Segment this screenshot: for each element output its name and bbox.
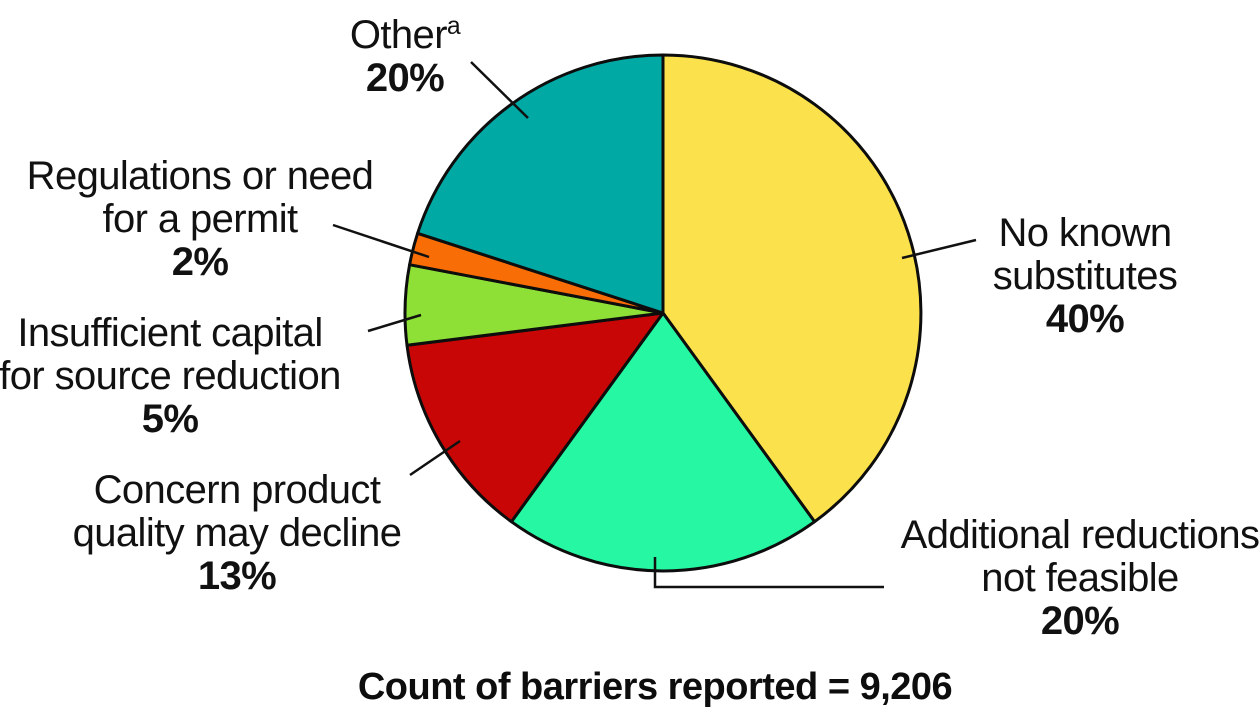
leader-line-insufficient	[367, 313, 422, 333]
slice-label-additional-line2: not feasible	[981, 556, 1179, 600]
slice-label-other-text: Othera	[349, 13, 461, 57]
pie-slice-concern-product-quality-may-decline	[405, 311, 665, 524]
slice-label-no-known-line1: No known	[998, 211, 1172, 255]
slice-label-insufficient-pct: 5%	[141, 397, 199, 441]
slice-label-concern-line2: quality may decline	[72, 511, 402, 555]
slice-label-insufficient-line1: Insufficient capital	[17, 311, 323, 355]
slice-label-additional-line1: Additional reductions	[900, 513, 1260, 557]
slice-label-additional-pct: 20%	[1040, 599, 1120, 643]
slice-label-concern: Concern product quality may decline 13%	[37, 469, 437, 598]
slice-label-insufficient: Insufficient capital for source reductio…	[0, 312, 380, 441]
pie-slice-other	[416, 53, 665, 315]
slice-label-no-known-line2: substitutes	[992, 254, 1178, 298]
leader-line-regulations	[332, 223, 430, 259]
leader-line-no-known	[901, 238, 977, 260]
slice-label-regulations-line1: Regulations or need	[26, 154, 374, 198]
slice-label-no-known: No known substitutes 40%	[935, 212, 1235, 341]
slice-label-regulations-line2: for a permit	[102, 197, 298, 241]
slice-label-other: Othera 20%	[295, 14, 515, 100]
slice-label-concern-line1: Concern product	[93, 468, 381, 512]
leader-line-concern	[409, 439, 461, 477]
slice-label-no-known-pct: 40%	[1045, 297, 1125, 341]
slice-label-regulations-pct: 2%	[171, 240, 229, 284]
slice-label-regulations: Regulations or need for a permit 2%	[0, 155, 400, 284]
leader-line-other	[470, 61, 529, 119]
footnote-marker: a	[446, 13, 461, 40]
leader-line-additional	[653, 557, 884, 589]
pie-slice-no-known-substitutes	[661, 53, 923, 524]
slice-label-insufficient-line2: for source reduction	[0, 354, 341, 398]
slice-label-additional: Additional reductions not feasible 20%	[890, 514, 1260, 643]
chart-caption: Count of barriers reported = 9,206	[357, 666, 953, 708]
pie-slice-additional-reductions-not-feasible	[509, 311, 817, 573]
pie-slices	[403, 53, 923, 573]
leader-lines	[332, 61, 977, 589]
slice-label-concern-pct: 13%	[197, 554, 277, 598]
slice-label-other-pct: 20%	[365, 56, 445, 100]
